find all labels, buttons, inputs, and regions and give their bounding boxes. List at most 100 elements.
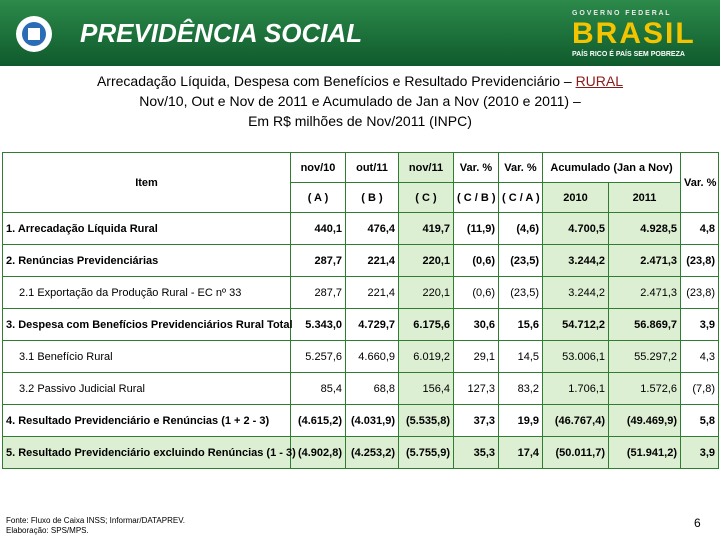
table-cell: (4.253,2) — [345, 436, 399, 469]
table-cell: 4.928,5 — [608, 212, 681, 245]
table-cell: 3,9 — [680, 308, 719, 341]
table-cell: 3. Despesa com Benefícios Previdenciário… — [2, 308, 293, 341]
table-cell: 19,9 — [498, 404, 543, 437]
table-cell: 15,6 — [498, 308, 543, 341]
table-cell: 419,7 — [398, 212, 454, 245]
table-row: 1. Arrecadação Líquida Rural 440,1 476,4 41… — [2, 212, 719, 245]
table-row: Item nov/10 out/11 nov/11 Var. % Var. % Acumul… — [2, 152, 719, 213]
data-table: Item nov/10 out/11 nov/11 Var. % Var. % Acumul… — [2, 152, 719, 469]
title: Arrecadação Líquida, Despesa com Benefíc… — [0, 71, 720, 131]
table-cell: 30,6 — [453, 308, 499, 341]
table-cell: 156,4 — [398, 372, 454, 405]
table-cell: 2010 — [542, 182, 609, 213]
table-cell: 4.729,7 — [345, 308, 399, 341]
logo-icon — [16, 16, 52, 52]
table-cell: (0,6) — [453, 244, 499, 277]
table-cell: (23,8) — [680, 276, 719, 309]
table-row: 3.2 Passivo Judicial Rural 85,4 68,8 156,4 1… — [2, 372, 719, 405]
table-cell: (4,6) — [498, 212, 543, 245]
table-row: 5. Resultado Previdenciário excluindo Re… — [2, 436, 719, 469]
table-cell: 4,8 — [680, 212, 719, 245]
table-cell: ( C / A ) — [498, 182, 543, 213]
table-cell: 221,4 — [345, 276, 399, 309]
table-cell: 221,4 — [345, 244, 399, 277]
table-cell: 220,1 — [398, 276, 454, 309]
table-cell: ( B ) — [345, 182, 399, 213]
table-cell: (0,6) — [453, 276, 499, 309]
table-cell: Var. % — [680, 152, 719, 213]
table-cell: 3.2 Passivo Judicial Rural — [2, 372, 291, 405]
table-cell: (11,9) — [453, 212, 499, 245]
table-cell: 3.1 Benefício Rural — [2, 340, 291, 373]
table-cell: (7,8) — [680, 372, 719, 405]
table-cell: nov/10 — [290, 152, 346, 183]
table-cell: 3,9 — [680, 436, 719, 469]
table-row: ( A )( B )( C )( C / B )( C / A ) 2010 201… — [3, 182, 719, 213]
table-cell: (23,5) — [498, 276, 543, 309]
table-cell: (46.767,4) — [542, 404, 609, 437]
title-line: Arrecadação Líquida, Despesa com Benefíc… — [96, 73, 576, 89]
table-cell: (5.755,9) — [398, 436, 454, 469]
table-cell: (4.902,8) — [290, 436, 346, 469]
table-cell: 17,4 — [498, 436, 543, 469]
table-row: 3.1 Benefício Rural 5.257,6 4.660,9 6.019,2… — [2, 340, 719, 373]
table-cell: (4.615,2) — [290, 404, 346, 437]
table-cell: 4.660,9 — [345, 340, 399, 373]
table-cell: 3.244,2 — [542, 276, 609, 309]
table-cell: 5.343,0 — [290, 308, 346, 341]
header-bar: PREVIDÊNCIA SOCIAL G O V E R N O F E D E… — [0, 0, 720, 66]
table-cell: 2.1 Exportação da Produção Rural - EC nº… — [2, 276, 291, 309]
table-cell: 2011 — [608, 182, 681, 213]
table-cell: (49.469,9) — [608, 404, 681, 437]
slogan: PAÍS RICO É PAÍS SEM POBREZA — [572, 51, 685, 58]
brasil: BRASIL — [572, 17, 696, 50]
table-cell: 4. Resultado Previdenciário e Renúncias … — [2, 404, 291, 437]
table-cell: 2. Renúncias Previdenciárias — [2, 244, 291, 277]
title-emph: RURAL — [575, 73, 624, 89]
table-cell: 5. Resultado Previdenciário excluindo Re… — [2, 436, 296, 469]
table-cell: (23,8) — [680, 244, 719, 277]
table-cell: 287,7 — [290, 276, 346, 309]
table-cell: Var. % — [498, 152, 543, 183]
table-cell: (23,5) — [498, 244, 543, 277]
table-cell: (51.941,2) — [608, 436, 681, 469]
table-cell: 35,3 — [453, 436, 499, 469]
table-cell: Var. % — [453, 152, 499, 183]
table-cell: 440,1 — [290, 212, 346, 245]
table-cell: 5,8 — [680, 404, 719, 437]
table-cell: 56.869,7 — [608, 308, 681, 341]
table-cell: 6.175,6 — [398, 308, 454, 341]
table-cell: 127,3 — [453, 372, 499, 405]
page-number: 6 — [694, 516, 701, 530]
table-cell: 68,8 — [345, 372, 399, 405]
table-cell: ( C / B ) — [453, 182, 499, 213]
table-cell: 53.006,1 — [542, 340, 609, 373]
table-cell: (50.011,7) — [542, 436, 609, 469]
table-cell: 85,4 — [290, 372, 346, 405]
brand: PREVIDÊNCIA SOCIAL — [80, 18, 363, 48]
gov: G O V E R N O F E D E R A L — [572, 10, 670, 17]
table-cell: 37,3 — [453, 404, 499, 437]
table-cell: 1.706,1 — [542, 372, 609, 405]
source: Fonte: Fluxo de Caixa INSS; Informar/DAT… — [6, 516, 186, 525]
table-cell: Acumulado (Jan a Nov) — [542, 152, 681, 183]
table-cell: 1.572,6 — [608, 372, 681, 405]
table-cell: ( A ) — [290, 182, 346, 213]
table-cell: (4.031,9) — [345, 404, 399, 437]
table-cell: 2.471,3 — [608, 244, 681, 277]
table-cell: 1. Arrecadação Líquida Rural — [2, 212, 291, 245]
title-line: Nov/10, Out e Nov de 2011 e Acumulado de… — [139, 93, 581, 109]
table-cell: nov/11 — [398, 152, 454, 183]
table-cell: 55.297,2 — [608, 340, 681, 373]
table-cell: 14,5 — [498, 340, 543, 373]
footer: Fonte: Fluxo de Caixa INSS; Informar/DAT… — [6, 516, 185, 536]
table-cell: 83,2 — [498, 372, 543, 405]
table-row: 4. Resultado Previdenciário e Renúncias … — [2, 404, 719, 437]
table-cell: (5.535,8) — [398, 404, 454, 437]
table-cell: 5.257,6 — [290, 340, 346, 373]
table-cell: 3.244,2 — [542, 244, 609, 277]
table-row: 3. Despesa com Benefícios Previdenciário… — [2, 308, 719, 341]
table-cell: Item — [2, 152, 291, 213]
table-cell: 29,1 — [453, 340, 499, 373]
